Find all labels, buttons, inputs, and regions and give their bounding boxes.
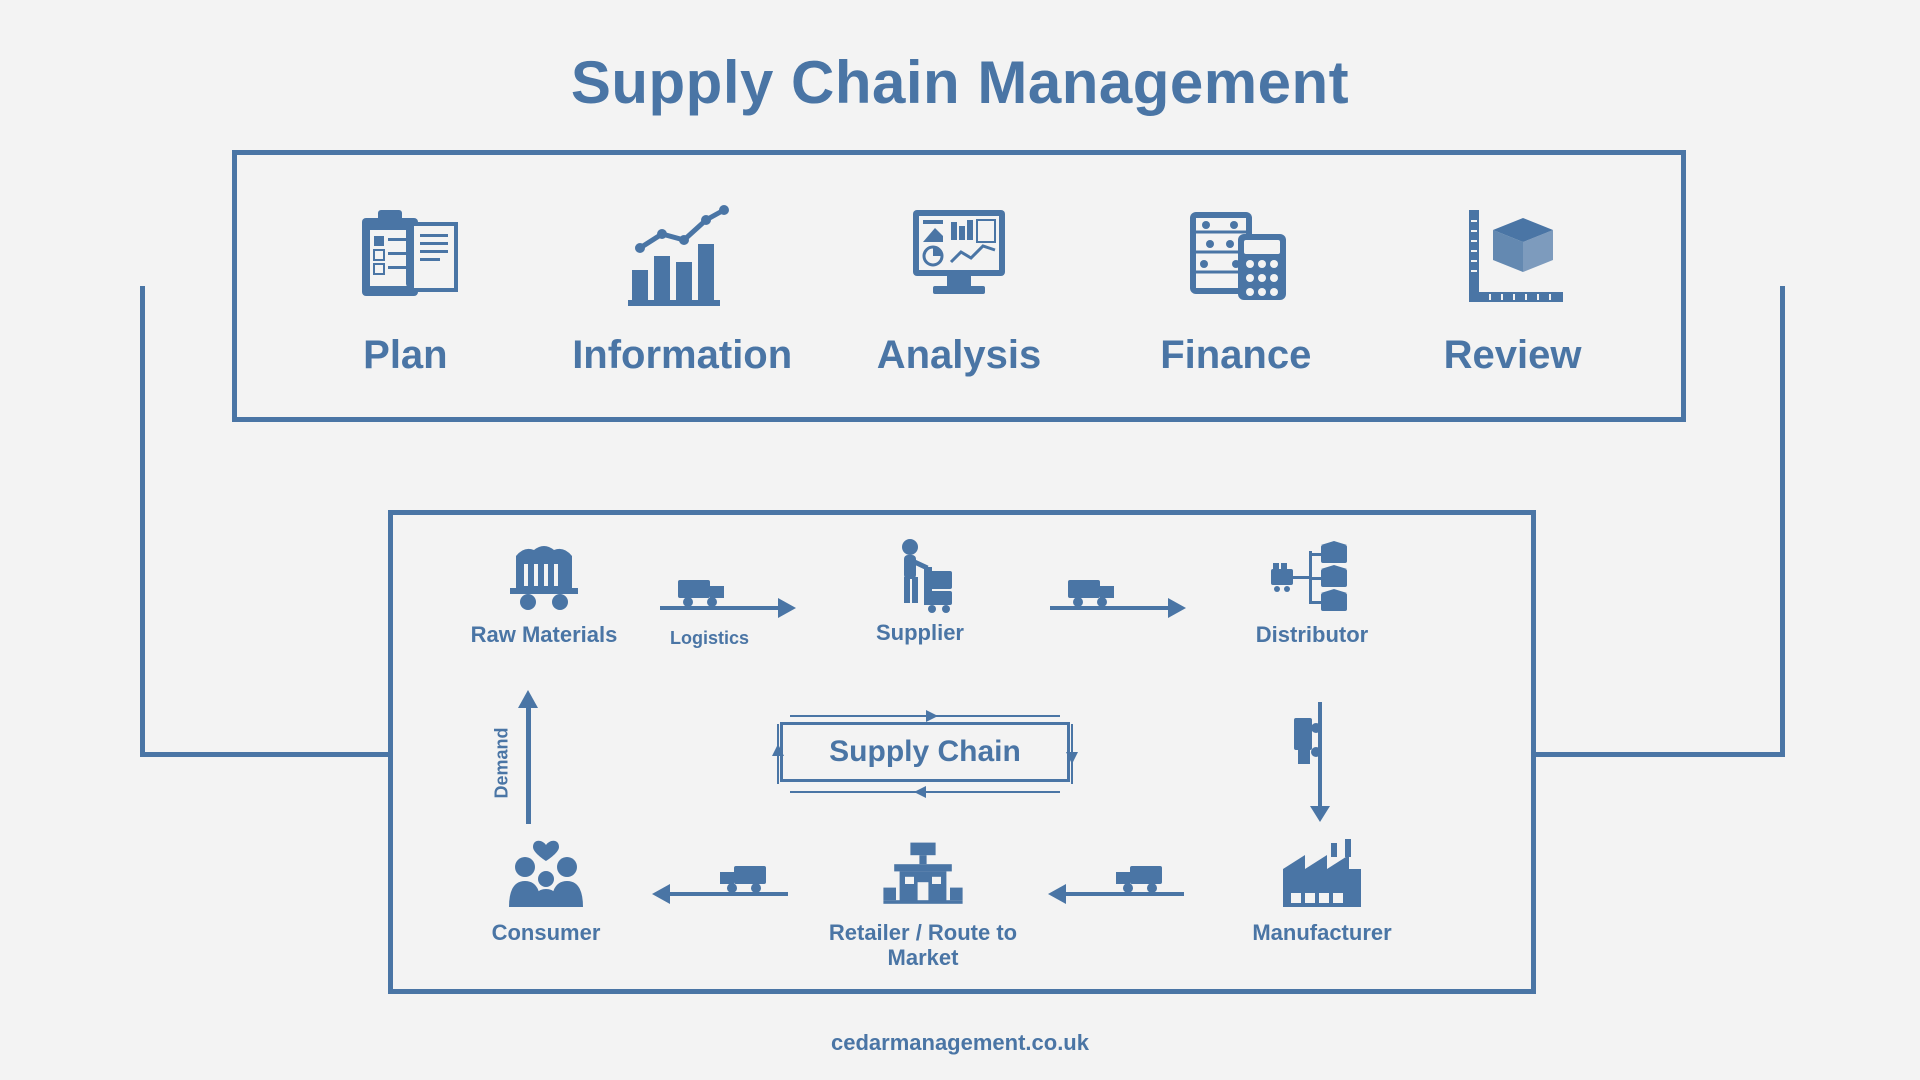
- edge-raw-to-supplier: [650, 574, 800, 622]
- connector-left-horizontal: [140, 752, 393, 757]
- plan-icon: [345, 195, 465, 315]
- page-title: Supply Chain Management: [0, 0, 1920, 117]
- edge-label-logistics: Logistics: [670, 628, 749, 649]
- top-item-plan: Plan: [275, 195, 535, 378]
- node-manufacturer: Manufacturer: [1232, 840, 1412, 945]
- node-label: Consumer: [492, 920, 601, 945]
- finance-icon: [1176, 195, 1296, 315]
- node-consumer: Consumer: [466, 840, 626, 945]
- supplier-icon: [875, 540, 965, 610]
- consumer-icon: [501, 840, 591, 910]
- edge-label-demand: Demand: [492, 719, 513, 799]
- manufacturer-icon: [1277, 840, 1367, 910]
- node-label: Supplier: [876, 620, 964, 645]
- edge-supplier-to-distributor: [1040, 574, 1190, 622]
- node-raw-materials: Raw Materials: [454, 542, 634, 647]
- distributor-icon: [1267, 542, 1357, 612]
- top-item-label: Review: [1444, 333, 1582, 378]
- raw-materials-icon: [499, 542, 589, 612]
- node-distributor: Distributor: [1232, 542, 1392, 647]
- connector-left-vertical: [140, 286, 145, 752]
- top-item-finance: Finance: [1106, 195, 1366, 378]
- review-icon: [1453, 195, 1573, 315]
- management-functions-box: Plan Information: [232, 150, 1686, 422]
- node-supplier: Supplier: [850, 540, 990, 645]
- node-label: Manufacturer: [1252, 920, 1391, 945]
- footer-credit: cedarmanagement.co.uk: [0, 1030, 1920, 1056]
- information-icon: [622, 195, 742, 315]
- top-item-label: Analysis: [877, 333, 1042, 378]
- retailer-icon: [878, 840, 968, 910]
- center-supply-chain-box: Supply Chain: [780, 722, 1070, 782]
- node-retailer: Retailer / Route to Market: [808, 840, 1038, 971]
- top-item-review: Review: [1383, 195, 1643, 378]
- connector-right-vertical: [1780, 286, 1785, 752]
- node-label: Raw Materials: [471, 622, 618, 647]
- top-item-label: Plan: [363, 333, 447, 378]
- edge-retailer-to-consumer: [648, 860, 798, 908]
- top-item-information: Information: [552, 195, 812, 378]
- top-item-label: Finance: [1160, 333, 1311, 378]
- center-label: Supply Chain: [829, 735, 1021, 769]
- node-label: Retailer / Route to Market: [808, 920, 1038, 971]
- top-item-label: Information: [572, 333, 792, 378]
- top-item-analysis: Analysis: [829, 195, 1089, 378]
- node-label: Distributor: [1256, 622, 1368, 647]
- edge-consumer-to-raw: [514, 688, 544, 828]
- connector-right-horizontal: [1531, 752, 1785, 757]
- analysis-icon: [899, 195, 1019, 315]
- edge-distributor-to-manufacturer: [1288, 694, 1336, 826]
- edge-manufacturer-to-retailer: [1044, 860, 1194, 908]
